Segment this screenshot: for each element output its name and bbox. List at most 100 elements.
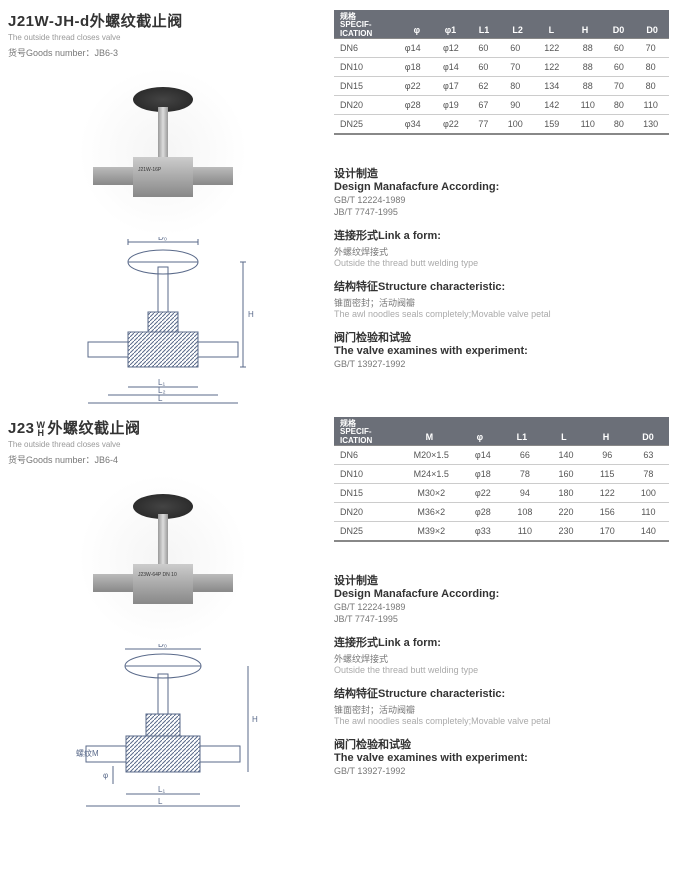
design-cn: 设计制造 — [334, 165, 669, 181]
col-L1: L1 — [467, 25, 501, 38]
product1-photo: J21W-16P — [78, 67, 248, 237]
link-en: Link a form: — [378, 230, 441, 242]
table-cell: 122 — [587, 484, 628, 503]
table-cell: 170 — [587, 522, 628, 542]
product2-title-en: The outside thread closes valve — [8, 440, 318, 449]
exam-cn: 阀门检验和试验 — [334, 329, 669, 345]
table-row: DN20M36×2φ28108220156110 — [334, 503, 669, 522]
link-desc-cn: 外螺纹焊接式 — [334, 245, 669, 258]
product1-left: J21W-JH-d外螺纹截止阀 The outside thread close… — [8, 10, 318, 407]
table-row: DN15φ22φ176280134887080 — [334, 77, 669, 96]
table-cell: 80 — [605, 115, 632, 135]
table-cell: 115 — [587, 465, 628, 484]
dim-D0: D₀ — [158, 644, 167, 649]
link-cn: 连接形式 — [334, 230, 378, 242]
table-cell: φ19 — [432, 96, 470, 115]
table-cell: 100 — [497, 115, 534, 135]
valve-pipe-right-icon — [193, 574, 233, 592]
link-desc-cn: 外螺纹焊接式 — [334, 652, 669, 665]
product1-title-cn: 外螺纹截止阀 — [90, 13, 183, 30]
product1-spec-table: DN6φ14φ126060122886070DN10φ18φ1460701228… — [334, 38, 669, 135]
link-desc-en: Outside the thread butt welding type — [334, 258, 669, 268]
table-cell: DN25 — [334, 522, 401, 542]
table-cell: 60 — [605, 58, 632, 77]
design-std2: JB/T 7747-1995 — [334, 614, 669, 624]
table-row: DN6φ14φ126060122886070 — [334, 39, 669, 58]
table-cell: DN10 — [334, 58, 394, 77]
table-cell: 108 — [504, 503, 545, 522]
table-cell: M36×2 — [401, 503, 461, 522]
design-std2: JB/T 7747-1995 — [334, 207, 669, 217]
table-cell: 80 — [632, 58, 669, 77]
product2-right: 规格 SPECIF- ICATION M φ L1 L H D0 DN6M20×… — [334, 417, 669, 814]
goods-label: 货号Goods number： — [8, 455, 95, 465]
exam-en: The valve examines with experiment: — [334, 345, 528, 357]
table-cell: M30×2 — [401, 484, 461, 503]
table-cell: 140 — [545, 446, 586, 465]
struct-heading: 结构特征Structure characteristic: — [334, 278, 669, 294]
table-cell: 62 — [470, 77, 497, 96]
link-en: Link a form: — [378, 637, 441, 649]
product1-title: J21W-JH-d外螺纹截止阀 — [8, 10, 318, 31]
table-row: DN20φ28φ19679014211080110 — [334, 96, 669, 115]
table-cell: φ22 — [394, 77, 432, 96]
struct-desc-en: The awl noodles seals completely;Movable… — [334, 309, 669, 319]
table-cell: 100 — [628, 484, 669, 503]
spec-label-en2: ICATION — [340, 29, 372, 38]
exam-en: The valve examines with experiment: — [334, 752, 528, 764]
table-cell: 159 — [534, 115, 571, 135]
link-cn: 连接形式 — [334, 637, 378, 649]
dim-M: 螺纹M — [76, 748, 99, 758]
table-cell: DN20 — [334, 96, 394, 115]
table-row: DN25φ34φ227710015911080130 — [334, 115, 669, 135]
table-cell: 90 — [497, 96, 534, 115]
table-cell: 80 — [632, 77, 669, 96]
col-D0: D0 — [627, 432, 669, 445]
col-L2: L2 — [501, 25, 535, 38]
struct-en: Structure characteristic: — [378, 281, 505, 293]
table-cell: φ28 — [394, 96, 432, 115]
table-cell: 160 — [545, 465, 586, 484]
design-heading: 设计制造Design Manafacfure According: — [334, 165, 669, 193]
table-cell: DN25 — [334, 115, 394, 135]
col-D0b: D0 — [635, 25, 669, 38]
table-cell: DN15 — [334, 77, 394, 96]
product1-photo-label: J21W-16P — [138, 167, 161, 173]
col-phi: φ — [400, 25, 434, 38]
table-cell: 180 — [545, 484, 586, 503]
struct-desc-cn: 锥面密封；活动阀瓣 — [334, 703, 669, 716]
table-cell: 96 — [587, 446, 628, 465]
table-cell: 70 — [497, 58, 534, 77]
product1-title-en: The outside thread closes valve — [8, 33, 318, 42]
link-heading: 连接形式Link a form: — [334, 227, 669, 243]
table-row: DN6M20×1.5φ14661409663 — [334, 446, 669, 465]
table-cell: 70 — [632, 39, 669, 58]
design-en: Design Manafacfure According: — [334, 181, 499, 193]
table-cell: 230 — [545, 522, 586, 542]
table-cell: M20×1.5 — [401, 446, 461, 465]
product2-wh: WH — [37, 421, 46, 437]
col-D0a: D0 — [602, 25, 636, 38]
product1-right: 规格 SPECIF- ICATION φ φ1 L1 L2 L H D0 D0 … — [334, 10, 669, 407]
table-cell: 156 — [587, 503, 628, 522]
product1-code: J21W-JH-d — [8, 13, 90, 30]
col-L: L — [543, 432, 585, 445]
exam-cn: 阀门检验和试验 — [334, 736, 669, 752]
product2-title: J23WH外螺纹截止阀 — [8, 417, 318, 438]
table-cell: φ22 — [461, 484, 504, 503]
table-cell: φ14 — [394, 39, 432, 58]
table-cell: φ33 — [461, 522, 504, 542]
product2-photo-label: J23W-64P DN 10 — [138, 572, 177, 578]
table-cell: DN20 — [334, 503, 401, 522]
design-heading: 设计制造Design Manafacfure According: — [334, 572, 669, 600]
product2-goods: 货号Goods number：JB6-4 — [8, 453, 318, 466]
table-row: DN15M30×2φ2294180122100 — [334, 484, 669, 503]
table-cell: 67 — [470, 96, 497, 115]
table-cell: 110 — [632, 96, 669, 115]
table-cell: φ34 — [394, 115, 432, 135]
product2-spec-header: 规格 SPECIF- ICATION M φ L1 L H D0 — [334, 417, 669, 445]
table-cell: 110 — [570, 96, 605, 115]
table-cell: DN6 — [334, 39, 394, 58]
struct-desc-en: The awl noodles seals completely;Movable… — [334, 716, 669, 726]
table-cell: DN15 — [334, 484, 401, 503]
